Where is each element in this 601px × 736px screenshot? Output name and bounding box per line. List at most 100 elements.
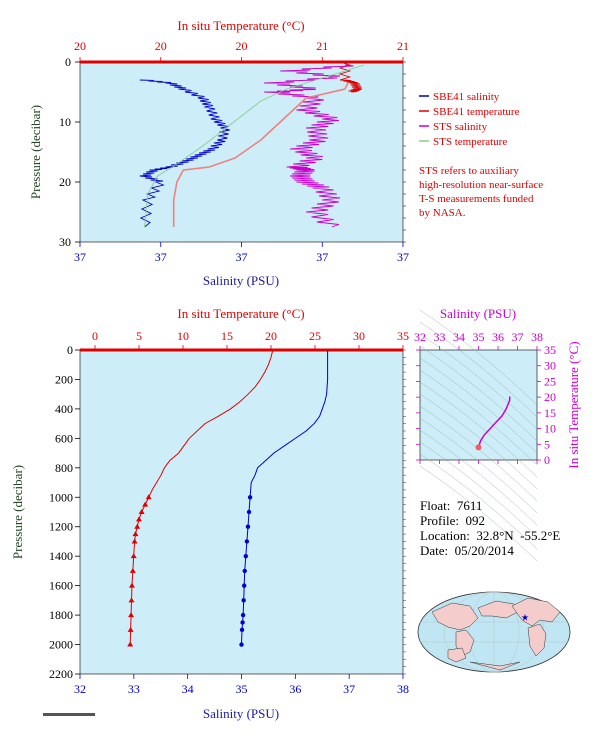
temperature-marker	[130, 553, 137, 559]
legend-label: SBE41 salinity	[433, 91, 500, 103]
density-contour	[419, 465, 538, 562]
temperature-marker	[128, 597, 135, 603]
date: Date: 05/20/2014	[420, 543, 514, 558]
full-profile-y-tick-label: 1400	[49, 549, 73, 563]
full-profile-y-tick-label: 0	[67, 343, 73, 357]
full-profile-bottom-tick-label: 36	[289, 682, 301, 696]
temperature-marker	[145, 494, 152, 500]
ts-top-tick-label: 36	[492, 330, 504, 344]
sts-note: STS refers to auxiliary high-resolution n…	[419, 165, 543, 219]
location: Location: 32.8°N -55.2°E	[420, 528, 561, 543]
near-surface-series-line	[144, 64, 365, 228]
salinity-marker	[245, 524, 251, 529]
salinity-marker	[242, 568, 247, 574]
legend: SBE41 salinity SBE41 temperature STS salin…	[419, 91, 520, 148]
near-surface-plot: 20 20 20 21 21 37 37 37 37 37 0 10 20 30 In situ Temp…	[28, 18, 543, 288]
full-profile-top-tick-label: 15	[221, 329, 233, 343]
ts-right-tick-label: 30	[544, 359, 556, 373]
ts-right-tick-label: 0	[544, 453, 550, 467]
temperature-marker	[138, 509, 145, 514]
salinity-marker	[243, 553, 249, 559]
near-surface-series-line	[338, 61, 363, 93]
legend-label: SBE41 temperature	[433, 106, 520, 118]
salinity-marker	[239, 627, 245, 633]
temperature-marker	[127, 641, 134, 647]
near-surface-series-line	[172, 82, 349, 227]
full-profile-top-tick-label: 20	[265, 329, 277, 343]
near-surface-top-tick-label: 21	[397, 39, 409, 53]
ts-top-tick-label: 33	[434, 330, 446, 344]
note-line: high-resolution near-surface	[419, 179, 543, 191]
density-contour	[419, 429, 538, 526]
near-surface-series	[139, 61, 365, 228]
ts-series	[475, 396, 511, 451]
near-surface-y-tick-label: 10	[59, 115, 71, 129]
full-profile-series-line	[241, 350, 329, 645]
ts-right-tick-label: 10	[544, 422, 556, 436]
density-contour	[419, 309, 538, 406]
full-profile-bottom-tick-label: 34	[182, 682, 194, 696]
full-profile-bottom-tick-label: 32	[74, 682, 86, 696]
near-surface-bottom-tick-label: 37	[155, 250, 167, 264]
full-profile-bottom-tick-label: 35	[236, 682, 248, 696]
near-surface-y-tick-label: 30	[59, 235, 71, 249]
temperature-marker	[142, 501, 149, 507]
note-line: STS refers to auxiliary	[419, 165, 519, 177]
salinity-marker	[241, 598, 246, 603]
profile-number: Profile: 092	[420, 513, 485, 528]
full-profile-y-tick-label: 1600	[49, 579, 73, 593]
full-profile-y-tick-label: 400	[55, 402, 73, 416]
full-profile-y-tick-label: 1200	[49, 520, 73, 534]
full-profile-plot: 0 5 10 15 20 25 30 35 32 33 34 35 36 37 38 0 200 400 600 80…	[10, 306, 409, 721]
salinity-marker	[239, 642, 244, 647]
full-profile-y-tick-label: 1800	[49, 608, 73, 622]
ts-right-tick-label: 35	[544, 343, 556, 357]
temperature-marker	[131, 538, 138, 544]
full-profile-y-tick-label: 2000	[49, 638, 73, 652]
temperature-marker	[128, 612, 135, 618]
density-contour	[419, 453, 538, 550]
salinity-marker	[244, 539, 250, 544]
density-contour	[419, 357, 538, 454]
density-contour	[419, 417, 538, 514]
density-contour	[419, 321, 538, 418]
near-surface-top-tick-label: 21	[316, 39, 328, 53]
world-map: ★	[417, 591, 571, 673]
ts-top-tick-label: 34	[453, 330, 465, 344]
salinity-marker	[246, 509, 252, 515]
legend-label: STS salinity	[433, 121, 488, 133]
full-profile-y-tick-label: 1000	[49, 490, 73, 504]
ts-top-tick-label: 37	[512, 330, 524, 344]
ts-right-tick-label: 15	[544, 406, 556, 420]
salinity-marker	[241, 583, 247, 588]
temperature-marker	[132, 531, 139, 537]
near-surface-bottom-tick-label: 37	[397, 250, 409, 264]
ts-curve	[477, 396, 511, 448]
full-profile-top-tick-label: 10	[177, 329, 189, 343]
full-profile-bottom-axis-title: Salinity (PSU)	[203, 706, 279, 721]
legend-label: STS temperature	[433, 136, 507, 148]
temperature-marker	[127, 626, 134, 632]
full-profile-y-axis-title: Pressure (decibar)	[10, 465, 25, 559]
near-surface-top-axis-title: In situ Temperature (°C)	[177, 18, 304, 33]
ts-right-axis-title: In situ Temperature (°C)	[566, 341, 581, 468]
near-surface-plot-area	[79, 61, 404, 243]
float-info: Float: 7611 Profile: 092 Location: 32.8°…	[420, 498, 560, 558]
full-profile-series	[127, 349, 329, 647]
note-line: T-S measurements funded	[419, 193, 534, 205]
full-profile-top-tick-label: 0	[92, 329, 98, 343]
temperature-marker	[134, 523, 141, 529]
ts-top-tick-label: 32	[414, 330, 426, 344]
ts-top-tick-label: 35	[473, 330, 485, 344]
map-continents	[431, 597, 561, 671]
near-surface-top-tick-label: 20	[155, 39, 167, 53]
full-profile-y-tick-label: 200	[55, 372, 73, 386]
salinity-marker	[240, 620, 245, 625]
ts-top-tick-label: 38	[531, 330, 543, 344]
full-profile-axes: 0 5 10 15 20 25 30 35 32 33 34 35 36 37 38 0 200 400 600 80…	[49, 329, 409, 696]
ts-plot-area	[419, 349, 538, 461]
density-contour	[419, 345, 538, 442]
